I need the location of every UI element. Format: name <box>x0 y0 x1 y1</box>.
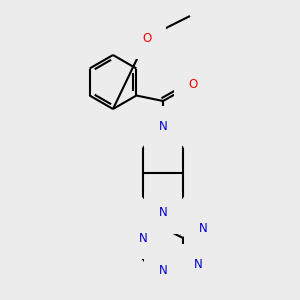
Text: O: O <box>142 32 152 44</box>
Text: N: N <box>159 206 167 220</box>
Text: N: N <box>194 259 202 272</box>
Text: N: N <box>139 232 147 244</box>
Text: N: N <box>199 221 207 235</box>
Text: N: N <box>159 263 167 277</box>
Text: N: N <box>159 121 167 134</box>
Text: O: O <box>188 79 198 92</box>
